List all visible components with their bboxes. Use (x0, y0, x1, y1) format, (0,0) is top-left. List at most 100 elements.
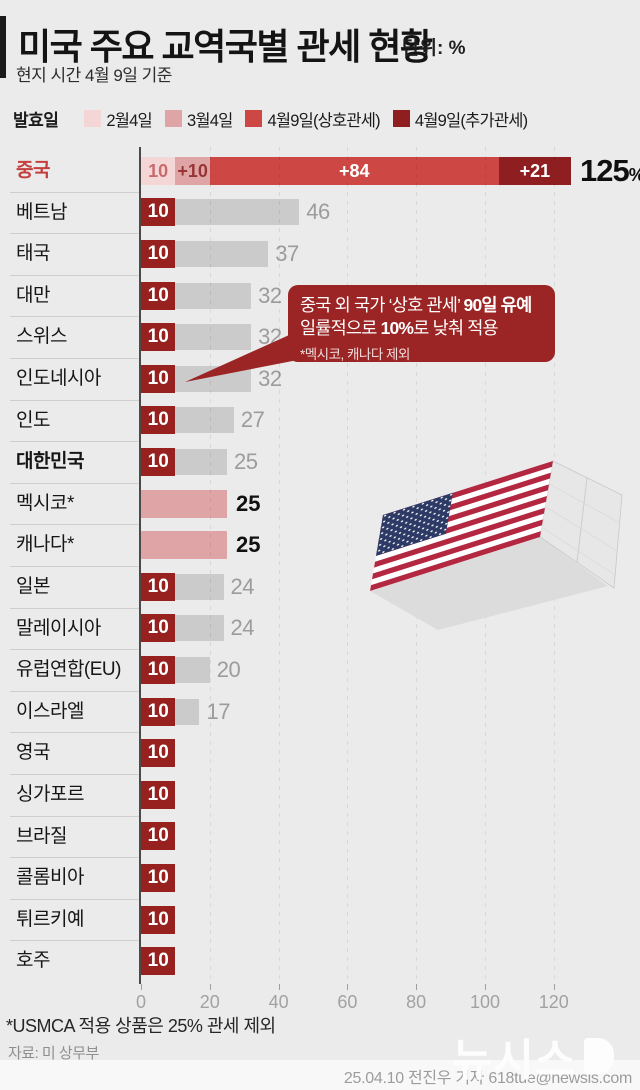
country-label: 태국 (16, 243, 50, 265)
legend-swatch (164, 110, 182, 127)
y-axis-line (139, 147, 141, 984)
row-separator (10, 649, 141, 651)
suspended-gray-bar (175, 199, 300, 226)
base-tariff-box: 10 (141, 614, 176, 643)
base-tariff-box: 10 (141, 323, 176, 352)
base-tariff-box: 10 (141, 572, 176, 601)
axis-tick-label: 60 (337, 992, 358, 1012)
base-tariff-box: 10 (141, 780, 176, 809)
bar-value: 17 (206, 698, 230, 724)
row-separator (10, 441, 141, 443)
table-row: 유럽연합(EU) 10 20 (0, 649, 640, 691)
base-tariff-box: 10 (141, 947, 176, 976)
table-row: 캐나다* 25 (0, 524, 640, 566)
legend-item-label: 3월4일 (186, 111, 233, 130)
axis-tick (416, 984, 418, 990)
newsis-logo-block (584, 1038, 615, 1074)
axis-tick (141, 984, 142, 990)
country-label: 멕시코* (16, 492, 74, 514)
country-label: 싱가포르 (16, 784, 84, 805)
bar-value: 20 (216, 656, 241, 682)
newsis-logo-text: 뉴시스 (452, 1036, 577, 1085)
row-separator (10, 316, 141, 318)
row-separator (10, 774, 141, 775)
legend-item: 4월9일(상호관세) (245, 107, 381, 131)
legend-item: 4월9일(추가관세) (392, 107, 528, 131)
bar-value: 25 (234, 448, 258, 474)
country-label: 영국 (16, 742, 50, 764)
table-row: 일본 10 24 (0, 566, 640, 608)
bar-value: 32 (258, 365, 282, 391)
suspended-gray-bar (175, 615, 224, 642)
country-label: 말레이시아 (16, 617, 101, 639)
base-tariff-box: 10 (141, 406, 176, 435)
country-label: 중국 (16, 160, 50, 181)
unit-label: 단위: % (402, 38, 466, 59)
country-label: 브라질 (16, 825, 67, 847)
container-bottom-face (370, 537, 608, 630)
callout-box: 중국 외 국가 ‘상호 관세’ 90일 유예 일률적으로 10%로 낮춰 적용 … (288, 285, 555, 362)
country-label: 일본 (16, 576, 50, 597)
country-label: 콜롬비아 (16, 867, 84, 889)
bar-value: 46 (306, 199, 330, 225)
legend-swatch (392, 110, 410, 127)
bar-segment-+21: +21 (498, 156, 571, 185)
axis-tick-label: 40 (268, 992, 289, 1012)
axis-tick (209, 984, 211, 990)
axis-tick-label: 80 (406, 992, 427, 1012)
percent-sign: % (629, 165, 640, 185)
callout-note: *멕시코, 캐나다 제외 (300, 347, 410, 362)
suspended-gray-bar (175, 656, 210, 683)
axis-tick (485, 984, 486, 990)
table-row: 베트남 10 46 (0, 192, 640, 234)
axis-tick-label: 100 (469, 992, 501, 1012)
legend-item: 2월4일 (84, 107, 153, 131)
table-row: 브라질 10 (0, 816, 640, 858)
axis-tick-label: 0 (135, 992, 147, 1012)
row-separator (10, 524, 141, 526)
base-tariff-box: 10 (141, 697, 176, 726)
country-label: 인도 (16, 409, 50, 431)
legend-item: 3월4일 (164, 107, 233, 131)
row-separator (10, 857, 141, 859)
suspended-gray-bar (175, 698, 200, 725)
country-label: 이스라엘 (16, 700, 84, 722)
table-row: 호주 10 (0, 940, 640, 982)
axis-tick (553, 984, 555, 990)
base-tariff-box: 10 (141, 198, 176, 227)
table-row: 중국 10+10+84+21 125% (0, 150, 640, 192)
callout-line2: 일률적으로 10%로 낮춰 적용 (300, 318, 499, 338)
base-tariff-box: 10 (141, 905, 176, 934)
row-separator (10, 607, 141, 609)
axis-tick (278, 984, 280, 990)
legend-item-label: 2월4일 (106, 111, 152, 130)
bar-value: 27 (240, 407, 265, 433)
table-row: 콜롬비아 10 (0, 857, 640, 899)
bar-value: 25 (236, 490, 261, 516)
table-row: 태국 10 37 (0, 233, 640, 275)
bar-value: 25 (236, 532, 261, 558)
legend-swatch (245, 110, 263, 127)
row-separator (10, 482, 141, 484)
suspended-gray-bar (175, 407, 234, 434)
row-separator (10, 358, 141, 359)
legend-items: 2월4일 3월4일 4월9일(상호관세) 4월9일(추가관세) (84, 107, 540, 131)
bar-value: 32 (258, 282, 282, 308)
suspended-gray-bar (175, 282, 252, 309)
legend-swatch (84, 110, 102, 127)
table-row: 대한민국 10 25 (0, 441, 640, 483)
callout-line1: 중국 외 국가 ‘상호 관세’ 90일 유예 (300, 295, 532, 315)
legend-title: 발효일 (13, 111, 59, 130)
credit-line: 25.04.10 전진우 기자 618tue@newsis.com (343, 1070, 632, 1087)
bar-segment-10: 10 (141, 156, 176, 185)
legend-item-label: 4월9일(추가관세) (414, 111, 528, 130)
subtitle: 현지 시간 4월 9일 기준 (16, 66, 172, 85)
country-label: 캐나다* (16, 534, 74, 556)
table-row: 튀르키예 10 (0, 899, 640, 941)
axis-tick-label: 20 (199, 992, 220, 1012)
table-row: 싱가포르 10 (0, 774, 640, 816)
source: 자료: 미 상무부 (8, 1045, 99, 1062)
base-tariff-box: 10 (141, 739, 176, 768)
suspended-gray-bar (175, 324, 252, 351)
